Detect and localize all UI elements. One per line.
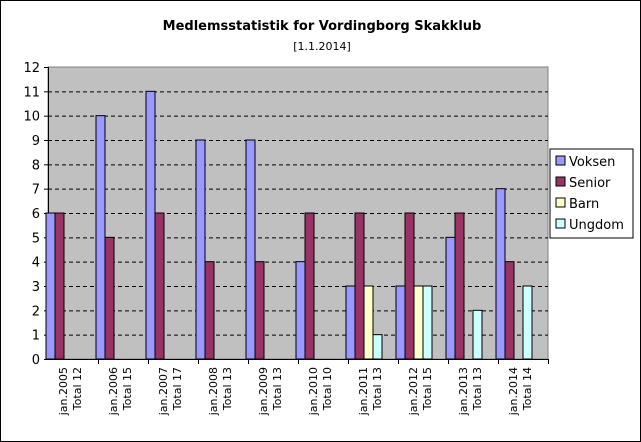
chart-subtitle: [1.1.2014]: [293, 40, 351, 53]
legend-swatch-senior: [555, 176, 566, 187]
y-tick-label: 8: [32, 158, 40, 173]
y-tick-label: 3: [32, 280, 40, 295]
chart-title: Medlemsstatistik for Vordingborg Skakklu…: [163, 19, 482, 34]
category-label: Total 13: [471, 367, 484, 411]
bar-senior: [504, 261, 515, 360]
bar-ungdom: [372, 334, 383, 360]
bar-senior: [404, 212, 415, 360]
bar-senior: [454, 212, 465, 360]
bar-voksen: [95, 115, 106, 360]
bar-voksen: [245, 139, 256, 360]
bar-barn: [363, 285, 374, 360]
bar-senior: [304, 212, 315, 360]
legend-swatch-ungdom: [555, 218, 566, 229]
bar-voksen: [195, 139, 206, 360]
y-tick-label: 7: [32, 183, 40, 198]
bar-senior: [104, 236, 115, 360]
bar-senior: [204, 261, 215, 360]
bar-senior: [254, 261, 265, 360]
category-label: Total 14: [521, 367, 534, 411]
category-label: Total 13: [371, 367, 384, 411]
y-tick-label: 1: [32, 329, 40, 344]
bar-ungdom: [472, 309, 483, 360]
legend: Voksen Senior Barn Ungdom: [549, 148, 634, 239]
category-label: Total 13: [221, 367, 234, 411]
y-tick-label: 6: [32, 207, 40, 222]
y-tick-label: 11: [23, 85, 40, 100]
legend-label-barn: Barn: [569, 197, 599, 212]
bar-ungdom: [522, 285, 533, 360]
y-tick-label: 5: [32, 231, 40, 246]
bar-voksen: [445, 236, 456, 360]
category-label: jan.2007: [157, 367, 170, 416]
bar-voksen: [495, 188, 506, 360]
category-label: jan.2010: [307, 367, 320, 416]
legend-label-senior: Senior: [569, 176, 611, 191]
category-label: jan.2005: [57, 367, 70, 416]
bar-voksen: [395, 285, 406, 360]
category-label: jan.2011: [357, 367, 370, 416]
category-label: Total 12: [71, 367, 84, 411]
category-label: jan.2006: [107, 367, 120, 416]
bar-senior: [54, 212, 65, 360]
legend-swatch-voksen: [555, 155, 566, 166]
bar-barn: [413, 285, 424, 360]
bar-voksen: [145, 90, 156, 360]
y-tick-label: 10: [23, 110, 40, 125]
y-tick-label: 2: [32, 304, 40, 319]
bar-voksen: [295, 261, 306, 360]
bar-voksen: [345, 285, 356, 360]
category-label: Total 13: [271, 367, 284, 411]
y-tick-label: 0: [32, 353, 40, 368]
category-label: jan.2009: [257, 367, 270, 416]
category-label: jan.2013: [457, 367, 470, 416]
category-label: Total 10: [321, 367, 334, 411]
bar-ungdom: [422, 285, 433, 360]
bar-senior: [154, 212, 165, 360]
category-label: jan.2008: [207, 367, 220, 416]
category-label: jan.2014: [507, 367, 520, 416]
category-label: Total 17: [171, 367, 184, 411]
bar-senior: [354, 212, 365, 360]
y-tick-label: 12: [23, 61, 40, 76]
category-label: jan.2012: [407, 367, 420, 416]
legend-label-voksen: Voksen: [569, 155, 615, 170]
legend-label-ungdom: Ungdom: [569, 218, 624, 233]
y-tick-label: 4: [32, 256, 40, 271]
category-label: Total 15: [421, 367, 434, 411]
bar-voksen: [45, 212, 56, 360]
legend-swatch-barn: [555, 197, 566, 208]
category-label: Total 15: [121, 367, 134, 411]
y-tick-label: 9: [32, 134, 40, 149]
